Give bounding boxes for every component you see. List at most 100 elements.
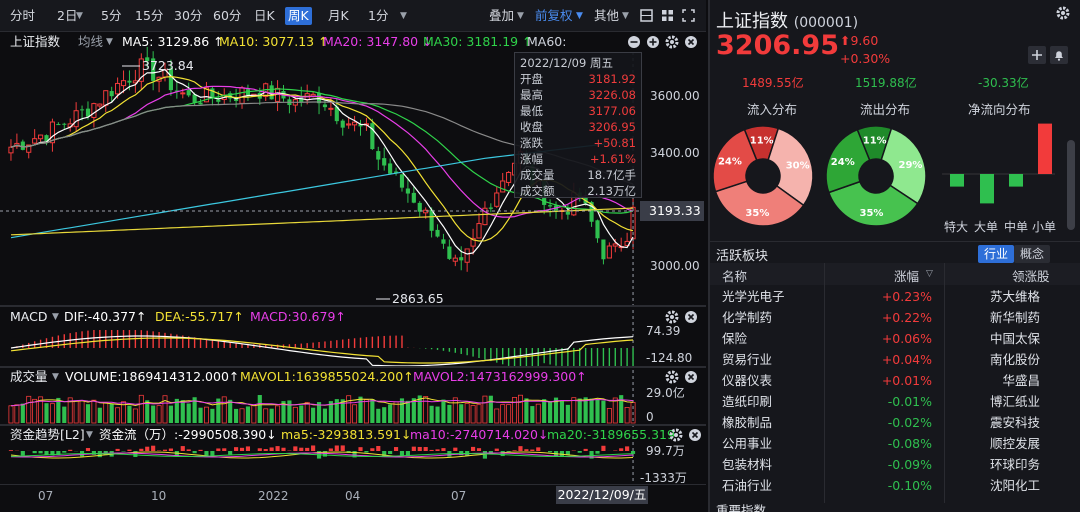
low-label: 2863.65 — [392, 291, 444, 306]
capital-flow-bar — [619, 448, 624, 451]
line-type-select[interactable]: 均线 — [78, 34, 104, 49]
tooltip-row: 收盘 3206.95 — [520, 119, 636, 135]
close-icon[interactable] — [684, 370, 698, 384]
chevron-down-icon[interactable]: ▼ — [576, 11, 583, 21]
minus-circle-icon[interactable] — [627, 35, 641, 49]
volume-bar — [328, 401, 333, 423]
tab-concept[interactable]: 概念 — [1014, 245, 1051, 263]
period-tab-1[interactable]: 2日 — [57, 8, 78, 23]
capital-flow-bar — [263, 449, 268, 451]
volume-bar — [281, 401, 286, 423]
candle-body — [109, 91, 114, 97]
panel-scrollbar[interactable] — [1067, 140, 1075, 230]
grid-icon[interactable] — [640, 9, 653, 22]
sector-row[interactable]: 化学制药 +0.22% 新华制药 — [710, 307, 1070, 328]
capital-flow-bar — [399, 451, 405, 456]
period-tab-8[interactable]: 月K — [328, 8, 349, 23]
layout-icon[interactable] — [661, 9, 674, 22]
col-sep — [944, 263, 945, 503]
volume-bar — [352, 404, 358, 424]
macd-name[interactable]: MACD — [10, 309, 48, 324]
gear-icon[interactable] — [665, 310, 679, 324]
chevron-down-icon[interactable]: ▼ — [52, 312, 59, 322]
gear-icon[interactable] — [669, 428, 683, 442]
capital-flow-bar — [234, 447, 239, 451]
panel-divider[interactable] — [0, 305, 706, 307]
gear-icon[interactable] — [665, 370, 679, 384]
capital-flow-bar — [180, 446, 185, 451]
period-tab-2[interactable]: 5分 — [101, 8, 122, 23]
price-change: ⬆9.60 — [840, 33, 878, 48]
volume-value: VOLUME:1869414312.000↑ — [65, 369, 240, 384]
period-tab-4[interactable]: 30分 — [174, 8, 203, 23]
volume-name[interactable]: 成交量 — [10, 369, 48, 384]
sector-row[interactable]: 公用事业 -0.08% 顺控发展 — [710, 433, 1070, 454]
sort-chevron-icon[interactable]: ▽ — [926, 269, 933, 279]
capital-flow-bar — [328, 448, 333, 451]
panel-divider[interactable] — [0, 424, 706, 426]
x-tick: 07 — [38, 489, 54, 503]
col-leader[interactable]: 领涨股 — [1012, 269, 1050, 284]
chevron-down-icon[interactable]: ▼ — [86, 430, 93, 440]
other-button[interactable]: 其他 — [594, 8, 620, 23]
capital-flow-bar — [524, 449, 529, 451]
close-icon[interactable] — [688, 428, 702, 442]
period-tab-3[interactable]: 15分 — [135, 8, 164, 23]
chevron-down-icon[interactable]: ▼ — [76, 11, 83, 21]
alert-button[interactable] — [1050, 46, 1068, 64]
gear-icon[interactable] — [1056, 6, 1070, 20]
chevron-down-icon[interactable]: ▼ — [622, 11, 629, 21]
volume-bar — [221, 396, 227, 424]
fullscreen-icon[interactable] — [682, 9, 695, 22]
capital-flow-bar — [62, 451, 67, 453]
sector-row[interactable]: 光学光电子 +0.23% 苏大维格 — [710, 286, 1070, 307]
col-change[interactable]: 涨幅 — [894, 269, 920, 284]
chevron-down-icon[interactable]: ▼ — [400, 11, 407, 21]
capital-flow-bar — [441, 448, 446, 451]
panel-divider[interactable] — [0, 366, 706, 368]
candle-body — [606, 245, 612, 259]
index-title: 上证指数 (000001) — [716, 7, 858, 33]
capital-flow-bar — [471, 446, 476, 451]
volume-bar — [198, 407, 203, 423]
capital-flow-bar — [145, 446, 150, 451]
chevron-down-icon[interactable]: ▼ — [52, 372, 59, 382]
close-icon[interactable] — [684, 310, 698, 324]
period-tab-7[interactable]: 周K — [285, 7, 312, 25]
sector-row[interactable]: 保险 +0.06% 中国太保 — [710, 328, 1070, 349]
col-name[interactable]: 名称 — [722, 269, 748, 284]
close-icon[interactable] — [684, 35, 698, 49]
sector-row[interactable]: 包装材料 -0.09% 环球印务 — [710, 454, 1070, 475]
overlay-button[interactable]: 叠加 — [489, 8, 515, 23]
volume-bar — [565, 404, 570, 423]
period-tab-9[interactable]: 1分 — [368, 8, 389, 23]
candle-body — [127, 80, 132, 83]
capital-name[interactable]: 资金趋势[L2] — [10, 427, 85, 442]
chevron-down-icon[interactable]: ▼ — [106, 37, 113, 47]
chevron-down-icon[interactable]: ▼ — [517, 11, 524, 21]
macd-scale-top: 74.39 — [646, 324, 681, 338]
capital-flow-bar — [364, 451, 369, 453]
sector-row[interactable]: 仪器仪表 +0.01% 华盛昌 — [710, 370, 1070, 391]
x-tick: 04 — [345, 489, 361, 503]
candle-body — [85, 108, 91, 117]
volume-bar — [340, 399, 345, 423]
tab-industry[interactable]: 行业 — [978, 245, 1015, 263]
period-tab-0[interactable]: 分时 — [10, 8, 36, 23]
add-button[interactable] — [1028, 46, 1046, 64]
sector-row[interactable]: 造纸印刷 -0.01% 博汇纸业 — [710, 391, 1070, 412]
adjust-button[interactable]: 前复权 — [535, 8, 573, 23]
macd-dif: DIF:-40.377↑ — [64, 309, 147, 324]
inflow-pie-title: 流入分布 — [747, 102, 798, 117]
sector-name: 保险 — [722, 331, 748, 346]
period-tab-5[interactable]: 60分 — [213, 8, 242, 23]
volume-bar — [506, 404, 512, 424]
plus-circle-icon[interactable] — [646, 35, 660, 49]
sector-row[interactable]: 石油行业 -0.10% 沈阳化工 — [710, 475, 1070, 496]
gear-icon[interactable] — [665, 35, 679, 49]
sector-row[interactable]: 贸易行业 +0.04% 南化股份 — [710, 349, 1070, 370]
period-tab-6[interactable]: 日K — [254, 8, 275, 23]
capital-ma20: ma20:-3189655.319 — [547, 427, 675, 442]
sector-row[interactable]: 橡胶制品 -0.02% 震安科技 — [710, 412, 1070, 433]
capital-flow-bar — [204, 451, 209, 458]
